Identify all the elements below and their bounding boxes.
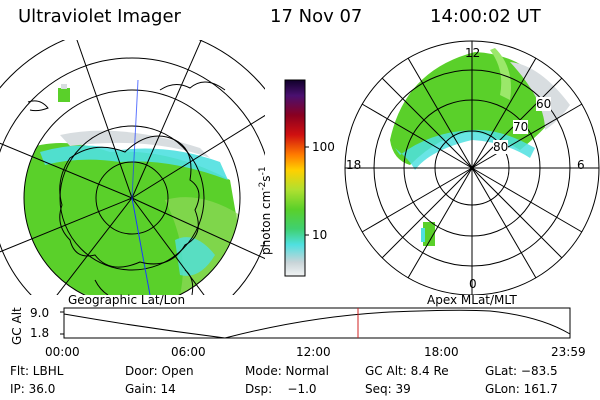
mlt-label-18: 18: [346, 158, 362, 172]
instrument-title: Ultraviolet Imager: [18, 6, 181, 27]
time-tick-1200: 12:00: [296, 345, 331, 359]
info-seq: Seq: 39: [365, 382, 411, 396]
time-tick-1800: 18:00: [424, 345, 459, 359]
mlt-label-12: 12: [465, 46, 481, 60]
uv-gray-fringe: [60, 130, 210, 158]
mlt-label-0: 0: [469, 277, 477, 291]
info-ip: IP: 36.0: [10, 382, 56, 396]
info-gc-alt: GC Alt: 8.4 Re: [365, 364, 449, 378]
mlat-label-80: 80: [493, 140, 509, 154]
info-filter: Flt: LBHL: [10, 364, 64, 378]
info-dsp: Dsp: −1.0: [245, 382, 317, 396]
colorbar: [284, 79, 309, 277]
mlt-label-6: 6: [577, 158, 585, 172]
altitude-axis-label: GC Alt: [10, 307, 24, 345]
left-panel-caption: Geographic Lat/Lon: [68, 293, 186, 307]
time-tick-2359: 23:59: [551, 345, 586, 359]
info-glon: GLon: 161.7: [485, 382, 558, 396]
altitude-tick-9: 9.0: [30, 306, 50, 320]
mlat-label-60: 60: [536, 97, 552, 111]
geographic-map: [0, 40, 265, 295]
info-glat: GLat: −83.5: [485, 364, 558, 378]
date-label: 17 Nov 07: [270, 6, 363, 27]
info-door: Door: Open: [125, 364, 194, 378]
uv-oval-dayside: [390, 52, 560, 165]
altitude-timeline: [60, 307, 571, 339]
mlat-label-70: 70: [513, 120, 529, 134]
info-mode: Mode: Normal: [245, 364, 329, 378]
colorbar-tick-10: 10: [312, 228, 328, 242]
right-panel-caption: Apex MLat/MLT: [427, 293, 517, 307]
colorbar-tick-100: 100: [312, 140, 335, 154]
time-tick-0000: 00:00: [45, 345, 80, 359]
altitude-curve: [63, 309, 571, 339]
antarctica-outline: [59, 135, 200, 268]
uv-cyan-fringe: [40, 145, 228, 180]
info-gain: Gain: 14: [125, 382, 176, 396]
time-label: 14:00:02 UT: [430, 6, 541, 27]
altitude-tick-1-8: 1.8: [30, 326, 50, 340]
apex-mlat-mlt-dial: [344, 40, 600, 295]
colorbar-label: photon cm-2s-1: [258, 166, 273, 255]
time-tick-0600: 06:00: [171, 345, 206, 359]
